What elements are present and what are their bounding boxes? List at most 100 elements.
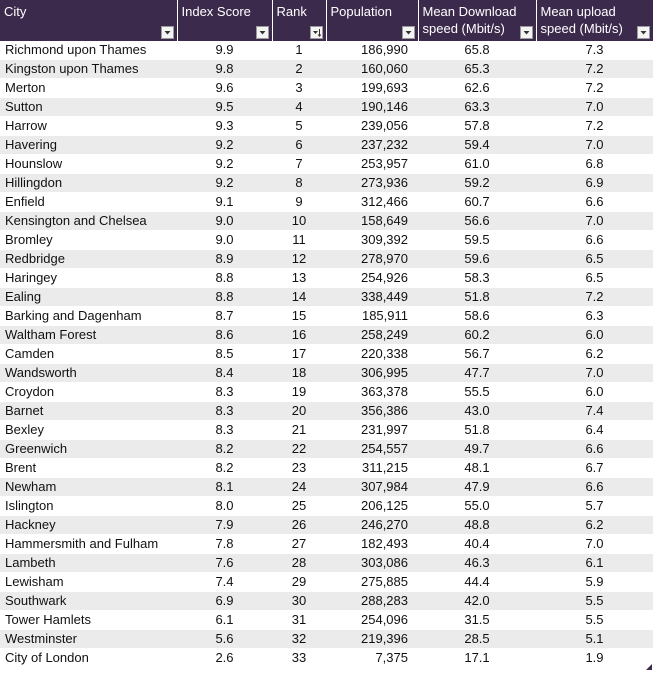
cell-mean-download-speed[interactable]: 40.4 <box>418 534 536 554</box>
cell-rank[interactable]: 2 <box>272 59 326 79</box>
cell-mean-upload-speed[interactable]: 5.5 <box>536 591 653 611</box>
cell-rank[interactable]: 20 <box>272 401 326 421</box>
cell-mean-upload-speed[interactable]: 7.0 <box>536 363 653 383</box>
cell-mean-download-speed[interactable]: 60.7 <box>418 192 536 212</box>
cell-index-score[interactable]: 9.8 <box>177 59 272 79</box>
cell-population[interactable]: 185,911 <box>326 306 418 326</box>
cell-population[interactable]: 160,060 <box>326 59 418 79</box>
cell-population[interactable]: 311,215 <box>326 458 418 478</box>
cell-population[interactable]: 307,984 <box>326 477 418 497</box>
cell-mean-download-speed[interactable]: 59.2 <box>418 173 536 193</box>
cell-mean-download-speed[interactable]: 57.8 <box>418 116 536 136</box>
cell-rank[interactable]: 9 <box>272 192 326 212</box>
cell-mean-download-speed[interactable]: 47.7 <box>418 363 536 383</box>
cell-population[interactable]: 246,270 <box>326 515 418 535</box>
cell-city[interactable]: Merton <box>0 78 177 98</box>
cell-mean-download-speed[interactable]: 65.3 <box>418 59 536 79</box>
cell-mean-upload-speed[interactable]: 6.2 <box>536 344 653 364</box>
cell-rank[interactable]: 22 <box>272 439 326 459</box>
cell-population[interactable]: 239,056 <box>326 116 418 136</box>
cell-mean-upload-speed[interactable]: 7.0 <box>536 534 653 554</box>
cell-population[interactable]: 273,936 <box>326 173 418 193</box>
cell-population[interactable]: 254,557 <box>326 439 418 459</box>
cell-mean-download-speed[interactable]: 48.1 <box>418 458 536 478</box>
cell-population[interactable]: 199,693 <box>326 78 418 98</box>
cell-mean-download-speed[interactable]: 31.5 <box>418 610 536 630</box>
cell-population[interactable]: 237,232 <box>326 135 418 155</box>
cell-mean-upload-speed[interactable]: 7.0 <box>536 135 653 155</box>
sort-filter-icon[interactable] <box>309 26 323 39</box>
cell-index-score[interactable]: 9.2 <box>177 135 272 155</box>
cell-index-score[interactable]: 8.3 <box>177 420 272 440</box>
cell-city[interactable]: Hackney <box>0 515 177 535</box>
cell-mean-download-speed[interactable]: 58.3 <box>418 268 536 288</box>
cell-city[interactable]: City of London <box>0 648 177 668</box>
cell-city[interactable]: Kensington and Chelsea <box>0 211 177 231</box>
cell-population[interactable]: 306,995 <box>326 363 418 383</box>
cell-rank[interactable]: 27 <box>272 534 326 554</box>
cell-population[interactable]: 278,970 <box>326 249 418 269</box>
cell-rank[interactable]: 1 <box>272 41 326 60</box>
cell-rank[interactable]: 32 <box>272 629 326 649</box>
cell-mean-download-speed[interactable]: 51.8 <box>418 420 536 440</box>
cell-population[interactable]: 254,926 <box>326 268 418 288</box>
cell-population[interactable]: 158,649 <box>326 211 418 231</box>
cell-mean-upload-speed[interactable]: 6.0 <box>536 382 653 402</box>
cell-population[interactable]: 338,449 <box>326 287 418 307</box>
cell-city[interactable]: Newham <box>0 477 177 497</box>
cell-mean-upload-speed[interactable]: 6.3 <box>536 306 653 326</box>
cell-index-score[interactable]: 9.2 <box>177 173 272 193</box>
cell-index-score[interactable]: 9.6 <box>177 78 272 98</box>
cell-mean-upload-speed[interactable]: 5.9 <box>536 572 653 592</box>
filter-dropdown-icon[interactable] <box>160 26 174 39</box>
cell-mean-download-speed[interactable]: 59.6 <box>418 249 536 269</box>
cell-city[interactable]: Islington <box>0 496 177 516</box>
cell-rank[interactable]: 11 <box>272 230 326 250</box>
cell-rank[interactable]: 6 <box>272 135 326 155</box>
cell-index-score[interactable]: 9.2 <box>177 154 272 174</box>
cell-rank[interactable]: 7 <box>272 154 326 174</box>
column-header-mean-download-speed[interactable]: Mean Download speed (Mbit/s) <box>418 0 537 41</box>
cell-index-score[interactable]: 8.2 <box>177 439 272 459</box>
cell-mean-download-speed[interactable]: 42.0 <box>418 591 536 611</box>
cell-mean-upload-speed[interactable]: 6.6 <box>536 230 653 250</box>
cell-city[interactable]: Camden <box>0 344 177 364</box>
cell-rank[interactable]: 16 <box>272 325 326 345</box>
cell-population[interactable]: 288,283 <box>326 591 418 611</box>
cell-mean-download-speed[interactable]: 56.7 <box>418 344 536 364</box>
cell-city[interactable]: Bromley <box>0 230 177 250</box>
cell-mean-upload-speed[interactable]: 7.2 <box>536 116 653 136</box>
cell-city[interactable]: Enfield <box>0 192 177 212</box>
cell-rank[interactable]: 5 <box>272 116 326 136</box>
filter-dropdown-icon[interactable] <box>255 26 269 39</box>
cell-mean-upload-speed[interactable]: 5.7 <box>536 496 653 516</box>
cell-city[interactable]: Bexley <box>0 420 177 440</box>
filter-dropdown-icon[interactable] <box>637 26 650 39</box>
filter-dropdown-icon[interactable] <box>519 26 533 39</box>
cell-population[interactable]: 258,249 <box>326 325 418 345</box>
cell-mean-upload-speed[interactable]: 7.2 <box>536 59 653 79</box>
cell-city[interactable]: Sutton <box>0 97 177 117</box>
cell-mean-download-speed[interactable]: 56.6 <box>418 211 536 231</box>
cell-index-score[interactable]: 5.6 <box>177 629 272 649</box>
cell-population[interactable]: 231,997 <box>326 420 418 440</box>
cell-population[interactable]: 182,493 <box>326 534 418 554</box>
cell-index-score[interactable]: 7.4 <box>177 572 272 592</box>
cell-city[interactable]: Wandsworth <box>0 363 177 383</box>
cell-city[interactable]: Haringey <box>0 268 177 288</box>
cell-rank[interactable]: 28 <box>272 553 326 573</box>
cell-rank[interactable]: 25 <box>272 496 326 516</box>
filter-dropdown-icon[interactable] <box>401 26 415 39</box>
column-header-city[interactable]: City <box>0 0 178 41</box>
cell-population[interactable]: 7,375 <box>326 648 418 668</box>
cell-mean-download-speed[interactable]: 44.4 <box>418 572 536 592</box>
cell-population[interactable]: 356,386 <box>326 401 418 421</box>
cell-rank[interactable]: 10 <box>272 211 326 231</box>
cell-city[interactable]: Hammersmith and Fulham <box>0 534 177 554</box>
cell-index-score[interactable]: 2.6 <box>177 648 272 668</box>
cell-index-score[interactable]: 8.3 <box>177 401 272 421</box>
cell-mean-upload-speed[interactable]: 6.6 <box>536 192 653 212</box>
cell-rank[interactable]: 24 <box>272 477 326 497</box>
cell-population[interactable]: 303,086 <box>326 553 418 573</box>
cell-rank[interactable]: 23 <box>272 458 326 478</box>
